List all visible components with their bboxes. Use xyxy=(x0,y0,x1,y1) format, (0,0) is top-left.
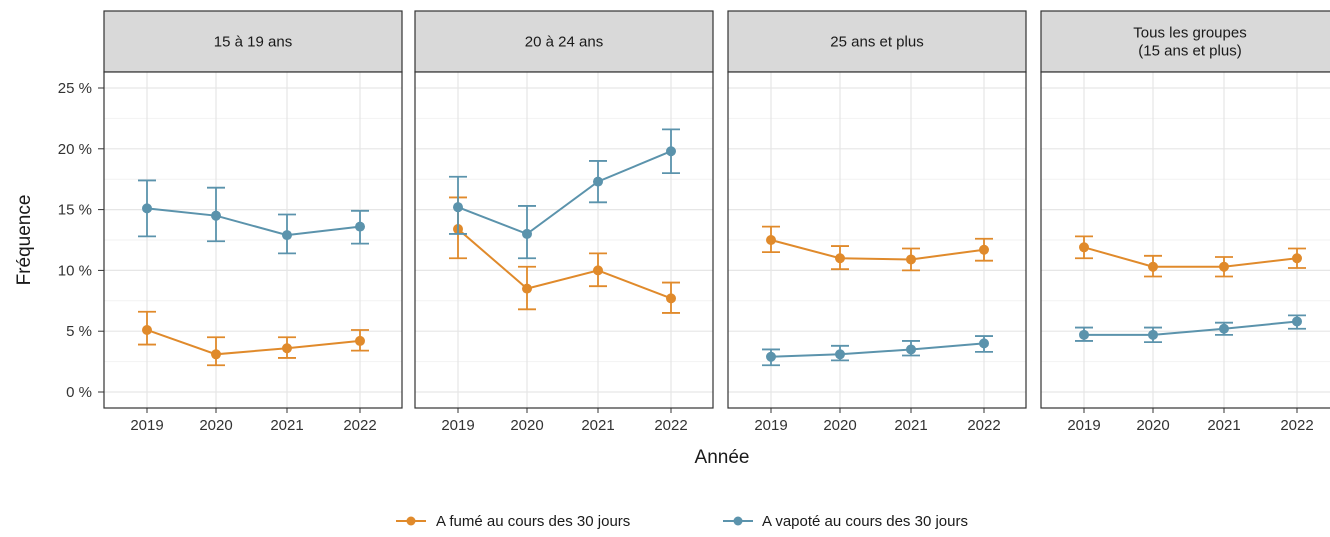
x-tick-label: 2021 xyxy=(270,417,303,434)
data-point xyxy=(1148,261,1158,272)
x-tick-label: 2022 xyxy=(343,417,376,434)
x-tick-label: 2019 xyxy=(130,417,163,434)
facet-strip xyxy=(727,10,1027,73)
facet-strip xyxy=(1040,10,1330,73)
data-point xyxy=(453,202,463,213)
data-point xyxy=(593,265,603,276)
data-point xyxy=(835,349,845,360)
series-smoked xyxy=(449,196,680,314)
series-line xyxy=(770,239,985,261)
series-vaped xyxy=(138,179,369,255)
y-tick-label: 5 % xyxy=(66,323,92,340)
series-smoked xyxy=(762,225,993,272)
facet-panel-4: Tous les groupes(15 ans et plus) 2019 2020… xyxy=(1040,10,1330,434)
x-tick-label: 2022 xyxy=(1280,417,1313,434)
data-point xyxy=(355,221,365,232)
data-point xyxy=(211,210,221,221)
data-point xyxy=(522,283,532,294)
series-line xyxy=(1083,246,1298,268)
facet-strip xyxy=(414,10,714,73)
panel-border xyxy=(1040,71,1330,409)
data-point xyxy=(282,343,292,354)
data-point xyxy=(593,176,603,187)
series-vaped xyxy=(762,335,993,367)
facet-panel-2: 20 à 24 ans 2019 2020 2021 2022 xyxy=(414,10,714,434)
x-tick-label: 2021 xyxy=(894,417,927,434)
x-axis-title: Année xyxy=(695,447,750,468)
y-tick-label: 10 % xyxy=(58,262,92,279)
data-point xyxy=(355,335,365,346)
y-tick-label: 20 % xyxy=(58,141,92,158)
x-tick-label: 2019 xyxy=(1067,417,1100,434)
series-smoked xyxy=(1075,235,1306,278)
facet-title: Tous les groupes xyxy=(1133,25,1246,42)
legend-label: A vapoté au cours des 30 jours xyxy=(762,513,968,530)
facet-title: 15 à 19 ans xyxy=(214,34,292,51)
data-point xyxy=(1219,323,1229,334)
series-smoked xyxy=(138,310,369,367)
data-point xyxy=(1079,329,1089,340)
y-tick-label: 0 % xyxy=(66,384,92,401)
panel-border xyxy=(103,71,403,409)
data-point xyxy=(142,203,152,214)
legend: A fumé au cours des 30 jours A vapoté au … xyxy=(396,513,968,530)
legend-key-point xyxy=(406,516,416,526)
x-tick-label: 2019 xyxy=(441,417,474,434)
series-vaped xyxy=(449,128,680,260)
series-line xyxy=(770,342,985,358)
x-tick-label: 2019 xyxy=(754,417,787,434)
y-tick-label: 15 % xyxy=(58,202,92,219)
series-vaped xyxy=(1075,314,1306,344)
y-tick-label: 25 % xyxy=(58,80,92,97)
x-tick-label: 2021 xyxy=(581,417,614,434)
data-point xyxy=(1219,261,1229,272)
panel-border xyxy=(727,71,1027,409)
facet-panel-1: 15 à 19 ans 2019 2020 2021 2022 xyxy=(103,10,403,434)
facet-title: 20 à 24 ans xyxy=(525,34,603,51)
data-point xyxy=(142,324,152,335)
data-point xyxy=(979,338,989,349)
data-point xyxy=(906,254,916,265)
data-point xyxy=(766,235,776,245)
data-point xyxy=(835,253,845,264)
series-line xyxy=(457,150,672,236)
data-point xyxy=(906,344,916,355)
data-point xyxy=(666,146,676,157)
x-tick-label: 2022 xyxy=(654,417,687,434)
facet-panel-3: 25 ans et plus 2019 2020 2021 2022 xyxy=(727,10,1027,434)
data-point xyxy=(766,351,776,362)
x-tick-label: 2022 xyxy=(967,417,1000,434)
x-tick-label: 2021 xyxy=(1207,417,1240,434)
x-tick-label: 2020 xyxy=(510,417,543,434)
data-point xyxy=(282,230,292,241)
data-point xyxy=(1292,253,1302,264)
data-point xyxy=(522,228,532,239)
series-line xyxy=(146,207,361,237)
facet-title: 25 ans et plus xyxy=(830,34,923,51)
legend-key-point xyxy=(733,516,743,526)
series-line xyxy=(146,329,361,356)
x-tick-label: 2020 xyxy=(1136,417,1169,434)
data-point xyxy=(1079,242,1089,253)
legend-item-vaped: A vapoté au cours des 30 jours xyxy=(723,513,968,530)
data-point xyxy=(211,349,221,360)
series-line xyxy=(457,228,672,300)
series-line xyxy=(1084,320,1298,336)
y-axis-title: Fréquence xyxy=(14,195,35,286)
legend-item-smoked: A fumé au cours des 30 jours xyxy=(396,513,630,530)
data-point xyxy=(979,244,989,255)
data-point xyxy=(1148,329,1158,340)
facet-title: (15 ans et plus) xyxy=(1138,43,1241,60)
data-point xyxy=(666,293,676,304)
legend-label: A fumé au cours des 30 jours xyxy=(436,513,630,530)
x-tick-label: 2020 xyxy=(823,417,856,434)
data-point xyxy=(1292,316,1302,327)
x-tick-label: 2020 xyxy=(199,417,232,434)
panel-border xyxy=(414,71,714,409)
